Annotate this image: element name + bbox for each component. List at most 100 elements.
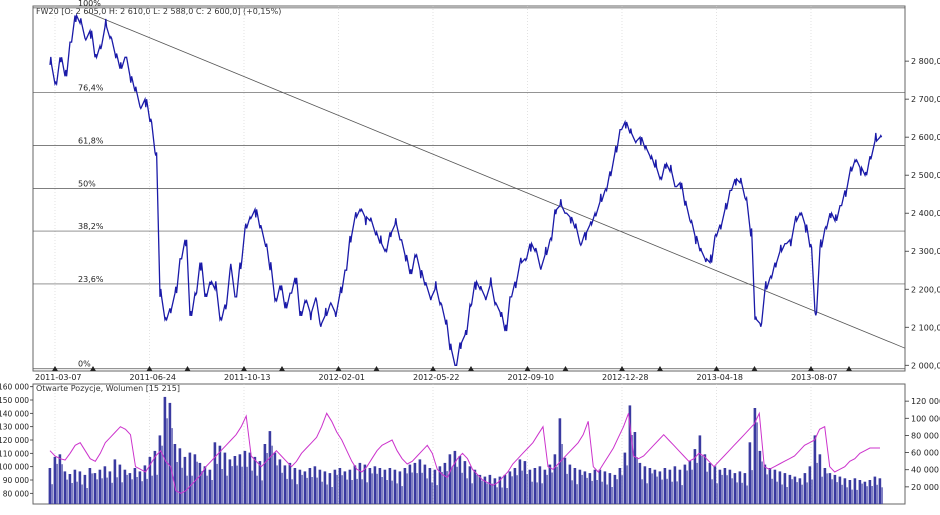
volume-bar (123, 469, 127, 504)
volume-bar (761, 461, 763, 504)
volume-bar (566, 473, 568, 504)
volume-bar (536, 482, 538, 504)
volume-bar (98, 469, 102, 504)
volume-bar (601, 481, 603, 504)
volume-bar (83, 474, 87, 504)
volume-bar (793, 476, 797, 504)
volume-bar (321, 481, 323, 504)
volume-bar (841, 484, 843, 504)
volume-right-tick-label: 20 000 (911, 483, 939, 492)
volume-bar (216, 463, 218, 504)
volume-bar (48, 468, 52, 504)
volume-bar (641, 479, 643, 504)
volume-bar (453, 450, 457, 504)
x-tick-marker (657, 366, 663, 371)
volume-bar (528, 469, 532, 504)
price-series-line (49, 13, 883, 366)
volume-bar (861, 483, 863, 504)
volume-bar (653, 469, 657, 504)
volume-bar (758, 450, 762, 504)
volume-bar (103, 466, 107, 504)
volume-bar (168, 402, 172, 504)
volume-bar (673, 466, 677, 504)
volume-bar (513, 468, 517, 504)
volume-bar (726, 475, 728, 504)
volume-right-tick-label: 120 000 (911, 397, 940, 406)
volume-bar (823, 468, 827, 504)
volume-bar (306, 477, 308, 504)
volume-bar (703, 454, 707, 504)
volume-bar (298, 469, 302, 504)
volume-bar (693, 449, 697, 504)
volume-bar (578, 469, 582, 504)
volume-bar (798, 478, 802, 504)
volume-bar (136, 477, 138, 504)
volume-bar (58, 454, 62, 504)
volume-bar (743, 473, 747, 504)
volume-bar (198, 462, 202, 504)
volume-bar (811, 479, 813, 504)
volume-bar (191, 475, 193, 504)
volume-bar (486, 483, 488, 504)
volume-bar (141, 481, 143, 504)
volume-bar (223, 452, 227, 504)
volume-bar (766, 474, 768, 504)
volume-bar (53, 456, 57, 504)
volume-bar (611, 487, 613, 504)
volume-bar (353, 465, 357, 504)
volume-bar (661, 479, 663, 504)
volume-bar (213, 442, 217, 504)
volume-bar (596, 480, 598, 504)
volume-bar (603, 471, 607, 504)
y-tick-label: 2 600,0 (911, 133, 940, 142)
volume-bar (456, 466, 458, 504)
x-tick-marker (90, 366, 96, 371)
volume-bar (773, 469, 777, 504)
volume-bar (786, 487, 788, 504)
volume-bar (421, 472, 423, 504)
volume-bar (846, 487, 848, 504)
volume-bar (831, 479, 833, 504)
volume-bar (251, 470, 253, 504)
volume-bar (516, 475, 518, 504)
volume-bar (163, 396, 167, 504)
volume-bar (313, 466, 317, 504)
volume-bar (826, 473, 828, 504)
volume-bar (521, 470, 523, 504)
volume-bar (408, 464, 412, 504)
volume-bar (616, 479, 618, 504)
volume-left-tick-label: 130 000 (0, 423, 29, 432)
volume-bar (148, 456, 152, 504)
volume-bar (556, 466, 558, 504)
volume-bar (526, 474, 528, 504)
volume-bar (428, 468, 432, 504)
volume-bar (351, 480, 353, 504)
volume-bar (493, 478, 497, 504)
volume-bar (633, 432, 637, 504)
volume-bar (468, 466, 472, 504)
volume-bar (346, 479, 348, 504)
volume-bar (751, 470, 753, 504)
volume-bar (496, 487, 498, 504)
volume-bar (791, 479, 793, 504)
x-tick-marker (808, 366, 814, 371)
volume-bar (348, 469, 352, 504)
fib-level-label: 100% (78, 0, 101, 8)
volume-bar (561, 444, 563, 504)
volume-bar (243, 450, 247, 504)
volume-bar (426, 478, 428, 504)
volume-bar (271, 445, 273, 504)
x-tick-label: 2012-12-28 (602, 373, 649, 382)
volume-bar (643, 466, 647, 504)
x-tick-marker (279, 366, 285, 371)
volume-bar (588, 473, 592, 504)
volume-bar (873, 476, 877, 504)
volume-bar (806, 482, 808, 504)
volume-bar (301, 474, 303, 504)
volume-left-tick-label: 140 000 (0, 409, 29, 418)
volume-bar (558, 418, 562, 504)
volume-bar (161, 445, 163, 504)
volume-bar (548, 464, 552, 504)
volume-bar (543, 469, 547, 504)
volume-bar (576, 484, 578, 504)
